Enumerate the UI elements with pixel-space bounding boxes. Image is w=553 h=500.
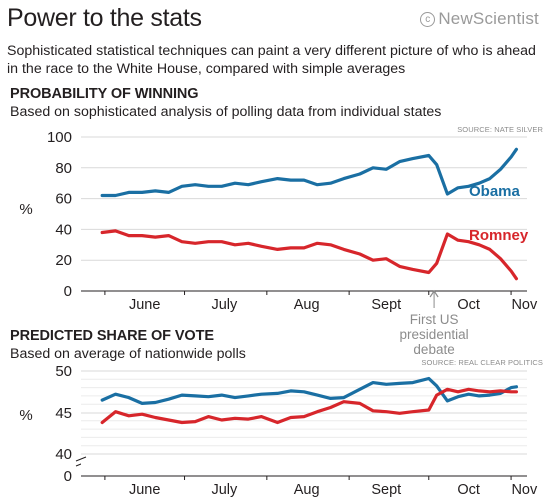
chart1-series-line-romney bbox=[100, 229, 518, 281]
chart1-subtitle: Based on sophisticated analysis of polli… bbox=[10, 104, 442, 120]
copyright-icon: c bbox=[420, 12, 436, 27]
annotation-text: presidential bbox=[400, 327, 469, 342]
chart2-series-line-romney bbox=[100, 387, 518, 425]
chart1-xtick-label: Sept bbox=[371, 297, 401, 313]
chart1-source: SOURCE: NATE SILVER bbox=[457, 125, 543, 134]
chart2-source: SOURCE: REAL CLEAR POLITICS bbox=[421, 358, 543, 367]
chart2-xtick-label: Aug bbox=[294, 482, 320, 498]
chart1-xtick-label: Aug bbox=[294, 297, 320, 313]
chart2-xtick-label: June bbox=[129, 482, 160, 498]
chart2-ytick-label: 45 bbox=[55, 405, 72, 422]
chart1-series-label-romney: Romney bbox=[469, 227, 529, 244]
chart2-xtick-label: July bbox=[211, 482, 238, 498]
page-title: Power to the stats bbox=[7, 4, 202, 32]
annotation-text: First US bbox=[410, 312, 459, 327]
annotation-text: debate bbox=[413, 342, 454, 357]
chart1-ylabel: % bbox=[19, 201, 32, 218]
chart2-xtick-label: Oct bbox=[457, 482, 480, 498]
chart1-title: PROBABILITY OF WINNING bbox=[10, 86, 199, 102]
chart2-series-line-obama bbox=[100, 376, 518, 405]
chart2-ytick-label: 50 bbox=[55, 363, 72, 380]
chart1-ytick-label: 40 bbox=[55, 221, 72, 238]
chart2-ylabel: % bbox=[19, 407, 32, 424]
chart2-title: PREDICTED SHARE OF VOTE bbox=[10, 328, 214, 344]
chart1-xtick-label: Oct bbox=[457, 297, 480, 313]
brand-logo: c NewScientist bbox=[420, 9, 539, 29]
chart1-ytick-label: 100 bbox=[47, 129, 72, 146]
chart1-xtick-label: July bbox=[211, 297, 238, 313]
chart2-xtick-label: Sept bbox=[371, 482, 401, 498]
chart1-series-line-obama bbox=[100, 147, 518, 198]
chart2-xtick-label: Nov bbox=[511, 482, 538, 498]
chart1-ytick-label: 60 bbox=[55, 191, 72, 208]
page-subtitle: Sophisticated statistical techniques can… bbox=[7, 43, 536, 77]
chart2-ytick-label: 0 bbox=[64, 468, 72, 485]
chart1-series-label-obama: Obama bbox=[469, 183, 521, 200]
chart1-xtick-label: Nov bbox=[511, 297, 538, 313]
chart1-ytick-label: 0 bbox=[64, 283, 72, 300]
chart2-ytick-label: 40 bbox=[55, 446, 72, 463]
chart2-subtitle: Based on average of nationwide polls bbox=[10, 346, 246, 362]
chart1-ytick-label: 80 bbox=[55, 160, 72, 177]
annotation-arrow-head bbox=[429, 289, 439, 298]
chart1-xtick-label: June bbox=[129, 297, 160, 313]
brand-name: NewScientist bbox=[438, 9, 539, 28]
chart1-ytick-label: 20 bbox=[55, 252, 72, 269]
